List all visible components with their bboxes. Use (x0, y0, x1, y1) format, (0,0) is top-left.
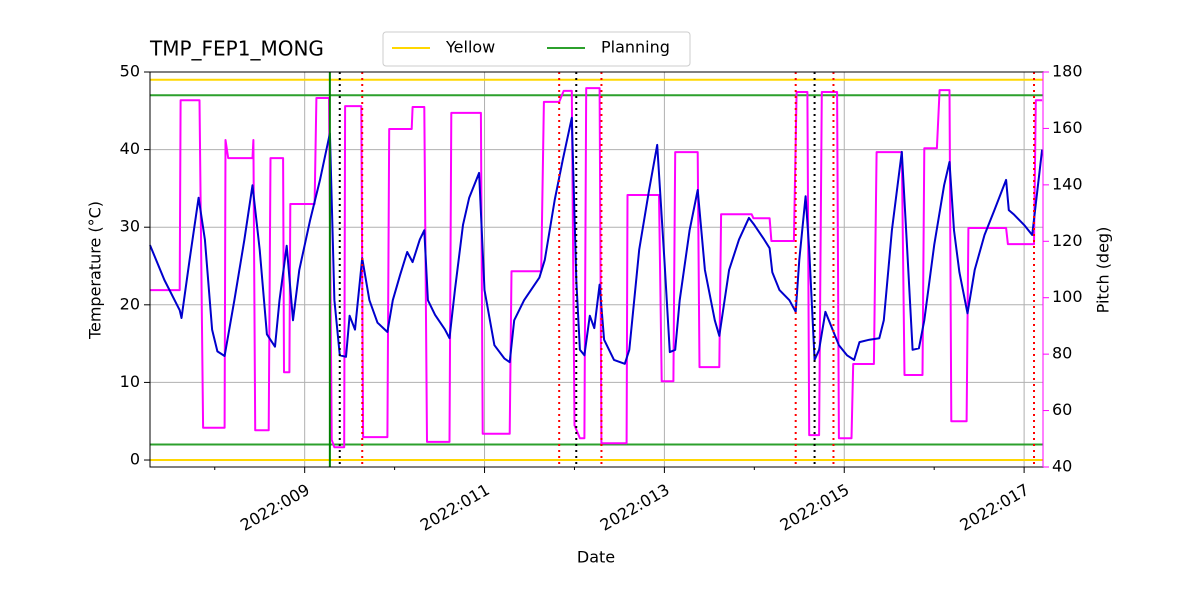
y-tick-label: 30 (120, 217, 140, 236)
y2-tick-label: 60 (1052, 400, 1072, 419)
y2-tick-label: 100 (1052, 287, 1083, 306)
x-tick-label: 2022:017 (956, 480, 1032, 535)
legend-label: Planning (601, 38, 670, 57)
y-tick-label: 50 (120, 62, 140, 81)
y2-tick-label: 80 (1052, 344, 1072, 363)
y2-tick-label: 40 (1052, 457, 1072, 476)
y-tick-label: 10 (120, 372, 140, 391)
y2-tick-label: 180 (1052, 62, 1083, 81)
y2-tick-label: 160 (1052, 118, 1083, 137)
data-line (150, 87, 1043, 449)
y2-tick-label: 120 (1052, 231, 1083, 250)
y-tick-label: 0 (130, 450, 140, 469)
legend-box (382, 31, 691, 67)
y-axis-label: Temperature (°C) (86, 201, 105, 340)
chart-title: TMP_FEP1_MONG (149, 37, 324, 61)
x-tick-label: 2022:013 (597, 480, 673, 535)
x-axis-label: Date (577, 548, 615, 567)
y2-tick-label: 140 (1052, 174, 1083, 193)
legend-label: Yellow (445, 38, 495, 57)
y-tick-label: 40 (120, 139, 140, 158)
data-line (149, 116, 1044, 365)
y-tick-label: 20 (120, 294, 140, 313)
x-tick-label: 2022:015 (777, 480, 853, 535)
x-tick-label: 2022:011 (417, 480, 493, 535)
x-tick-label: 2022:009 (237, 480, 313, 535)
y2-axis-label: Pitch (deg) (1094, 227, 1113, 314)
